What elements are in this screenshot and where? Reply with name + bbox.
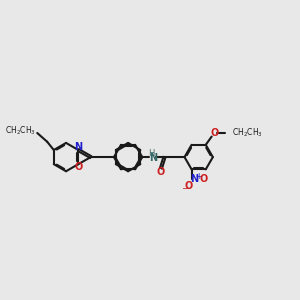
Text: H: H (148, 148, 154, 158)
Text: O: O (184, 181, 193, 191)
Text: O: O (210, 128, 218, 137)
Text: O: O (157, 167, 165, 177)
Text: O: O (74, 163, 82, 172)
Text: O: O (199, 174, 208, 184)
Text: +: + (196, 172, 202, 182)
Text: N: N (74, 142, 83, 152)
Text: N: N (149, 153, 157, 163)
Text: CH$_2$CH$_3$: CH$_2$CH$_3$ (5, 125, 36, 137)
Text: N: N (190, 174, 199, 184)
Text: CH$_2$CH$_3$: CH$_2$CH$_3$ (232, 126, 263, 139)
Text: −: − (181, 183, 189, 192)
